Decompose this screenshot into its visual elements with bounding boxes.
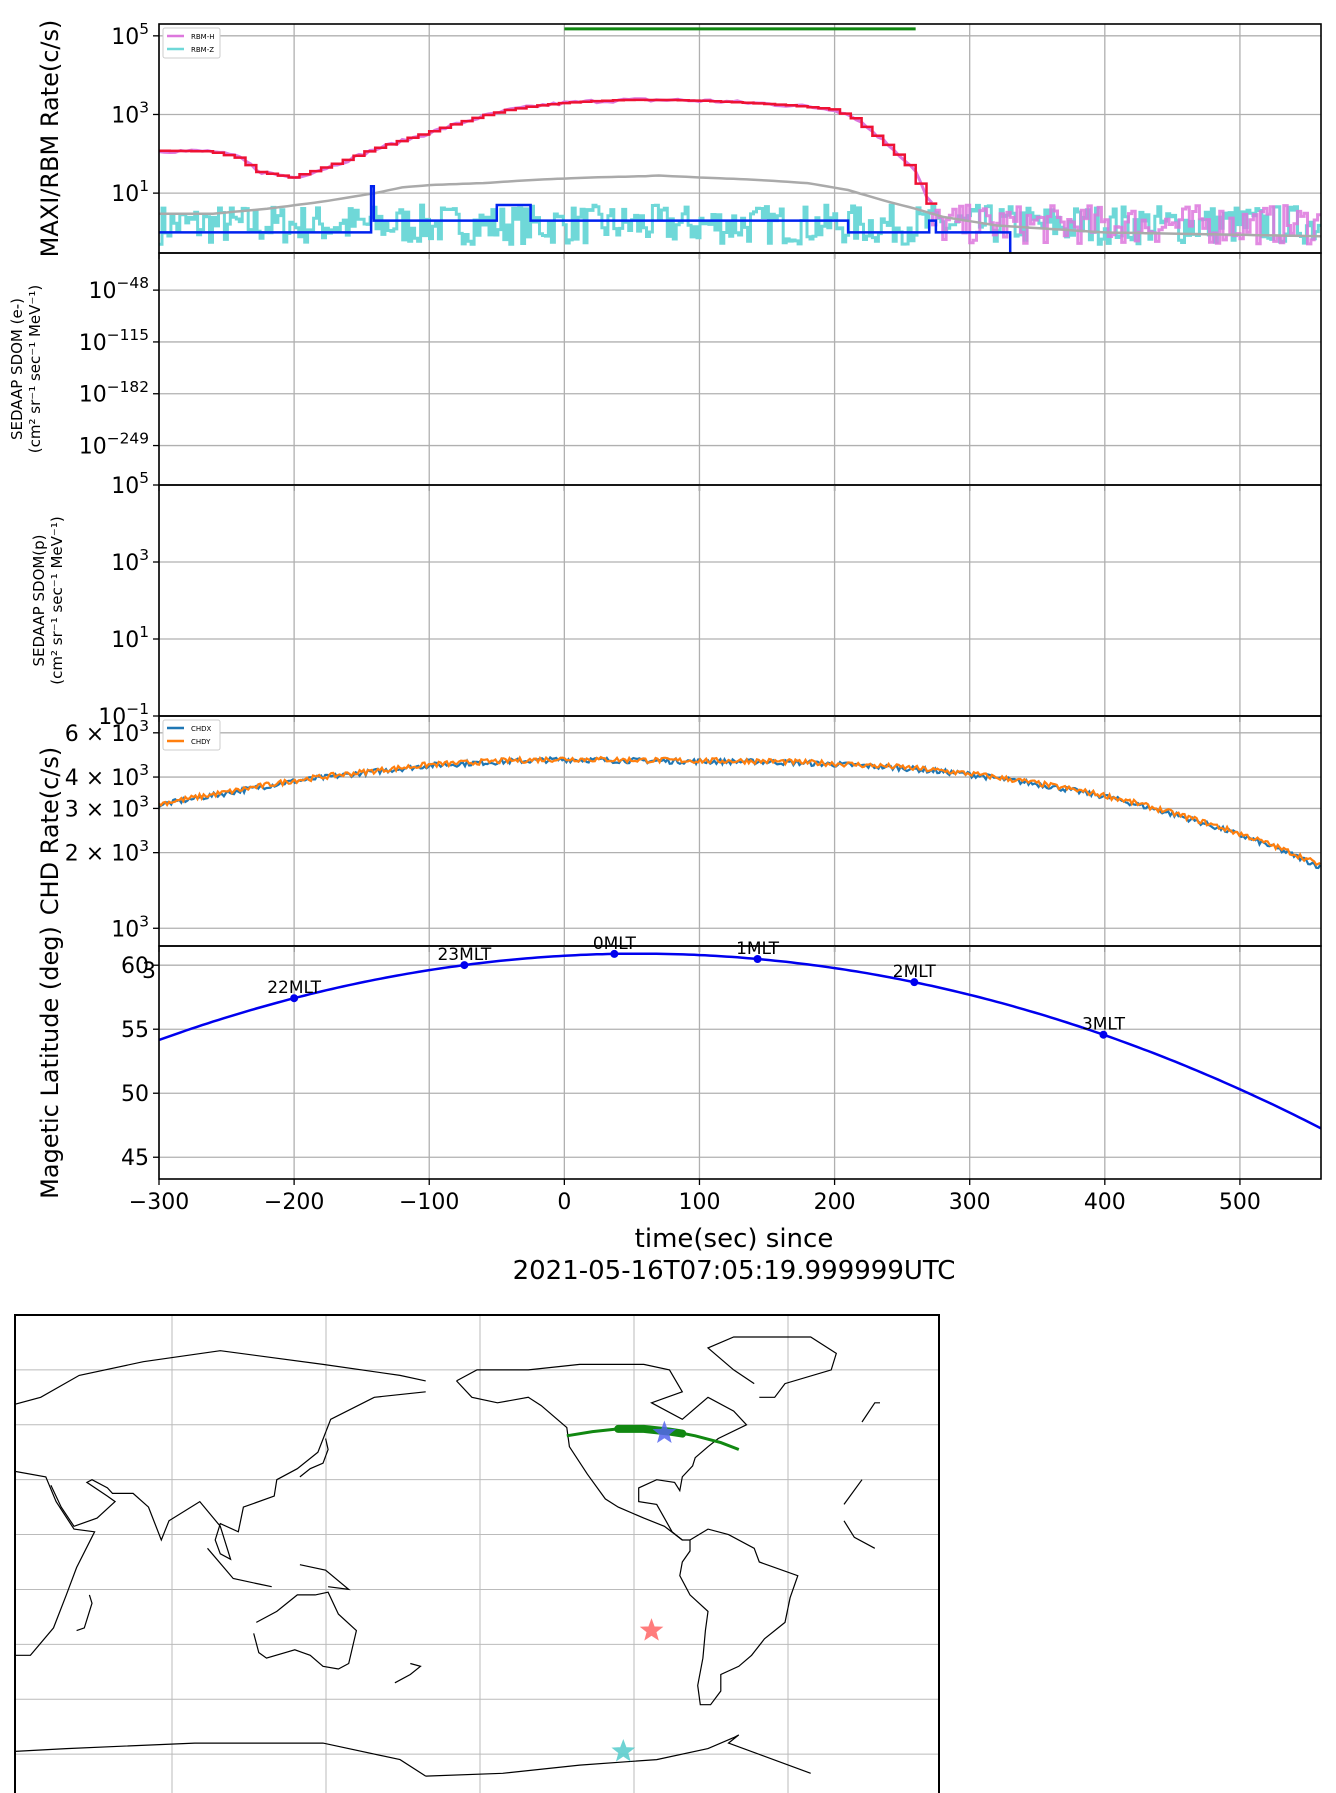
y-tick-label: 105 [111,20,149,50]
y-tick-label: 103 [111,99,149,129]
y-tick-label: 10−182 [79,378,149,408]
y-tick-label: 60 [121,954,149,979]
coastline [0,1403,880,1425]
x-tick-label: −200 [264,1190,324,1215]
coastline [456,1363,748,1541]
y-tick-label: 4 × 103 [65,761,149,791]
y-tick-label: 10−115 [79,326,149,356]
coastline [456,1380,683,1541]
epoch-label: 2021-05-16T07:05:19.999999UTC [513,1256,956,1286]
magnetic-latitude-panel: 45 50 55 60 Magetic Latitude (deg) 22MLT 23MLT… [36,926,1322,1215]
mlt-label: 2MLT [893,962,937,982]
trend-line [159,174,1321,238]
y-axis-label: Magetic Latitude (deg) [36,926,64,1199]
latitude-line [159,952,1321,1130]
axes-frame [158,252,1322,486]
legend-label: RBM-H [191,33,215,41]
mlt-marker [610,949,619,958]
mlt-label: 1MLT [736,939,780,959]
legend-label: CHDY [191,738,211,746]
x-axis-label: time(sec) since [635,1224,834,1254]
y-tick-label: 3 × 103 [65,793,149,823]
coastline [15,1350,426,1405]
coastline [679,1528,799,1706]
map-area [0,1315,939,1793]
mlt-marker [753,954,762,963]
mlt-marker [290,994,299,1003]
sedaap-electron-panel: 10−48 10−115 10−182 10−249 SEDAAP SDOM (e-)(… [8,252,1322,491]
y-tick-label: 50 [121,1082,149,1107]
maxi-plot-area [159,97,1321,253]
maxi-rbm-panel: 101 103 105 MAXI/RBM Rate(c/s) RBM-H RBM-Z [36,20,1322,259]
coastline [253,1591,358,1670]
y-axis-label: CHD Rate(c/s) [36,747,64,915]
stray-tick-label: 3 [142,959,156,984]
coastline [76,1594,93,1632]
y-tick-label: 105 [111,469,149,499]
y-tick-label: 10−249 [79,430,149,460]
x-tick-label: −100 [399,1190,459,1215]
legend: RBM-H RBM-Z [162,27,221,59]
y-tick-label: 10−1 [98,700,149,730]
y-tick-label: 6 × 103 [65,717,149,747]
y-tick-label: 2 × 103 [65,837,149,867]
mlt-marker [460,961,469,970]
coastline [706,1336,838,1398]
x-tick-label: 300 [949,1190,991,1215]
axes-frame [158,715,1322,947]
legend-label: RBM-Z [191,46,214,54]
mlt-marker [910,978,919,987]
position-star [639,1618,664,1641]
x-tick-label: 100 [678,1190,720,1215]
mlt-label: 0MLT [593,934,637,954]
position-star [652,1420,677,1444]
mlt-label: 23MLT [437,945,491,965]
maglat-plot-area [159,952,1321,1130]
coastline [299,1564,351,1591]
y-tick-label: 55 [121,1018,149,1043]
chd-plot-area [159,755,1321,870]
coastline [394,1662,422,1684]
chdy-line [159,755,1321,867]
y-tick-label: 10−48 [89,274,149,304]
map-frame [14,1314,940,1793]
coastline [299,1438,329,1478]
y-axis-label: MAXI/RBM Rate(c/s) [36,20,64,258]
y-tick-label: 101 [111,623,149,653]
position-star [611,1738,636,1762]
coastline [15,1470,876,1656]
coastline [207,1547,272,1588]
axes-frame [158,945,1322,1180]
coastline [50,1391,426,1561]
maxi-line [159,184,1012,253]
x-tick-label: 400 [1084,1190,1126,1215]
rbm-h-binned-line [159,98,938,205]
x-tick-label: 500 [1219,1190,1261,1215]
mlt-label: 3MLT [1082,1015,1126,1035]
y-tick-label: 45 [121,1146,149,1171]
y-axis-label: SEDAAP SDOM (e-)(cm² sr⁻¹ sec⁻¹ MeV⁻¹) [8,285,44,453]
y-axis-label: SEDAAP SDOM(p)(cm² sr⁻¹ sec⁻¹ MeV⁻¹) [30,516,66,684]
mlt-marker [1099,1030,1108,1039]
x-tick-label: 200 [814,1190,856,1215]
y-tick-label: 103 [111,912,149,942]
y-tick-label: 101 [111,177,149,207]
rbm-z-line [159,203,1321,246]
y-tick-label: 103 [111,546,149,576]
legend: CHDX CHDY [162,719,221,751]
world-map-panel [0,1314,940,1793]
legend-label: CHDX [191,725,212,733]
mlt-label: 22MLT [267,978,321,998]
axes-frame [158,484,1322,717]
x-tick-label: 0 [557,1190,571,1215]
coastline [15,1734,811,1777]
x-tick-label: −300 [129,1190,189,1215]
sedaap-proton-panel: 105 103 101 10−1 SEDAAP SDOM(p)(cm² sr⁻¹ sec… [30,469,1322,730]
